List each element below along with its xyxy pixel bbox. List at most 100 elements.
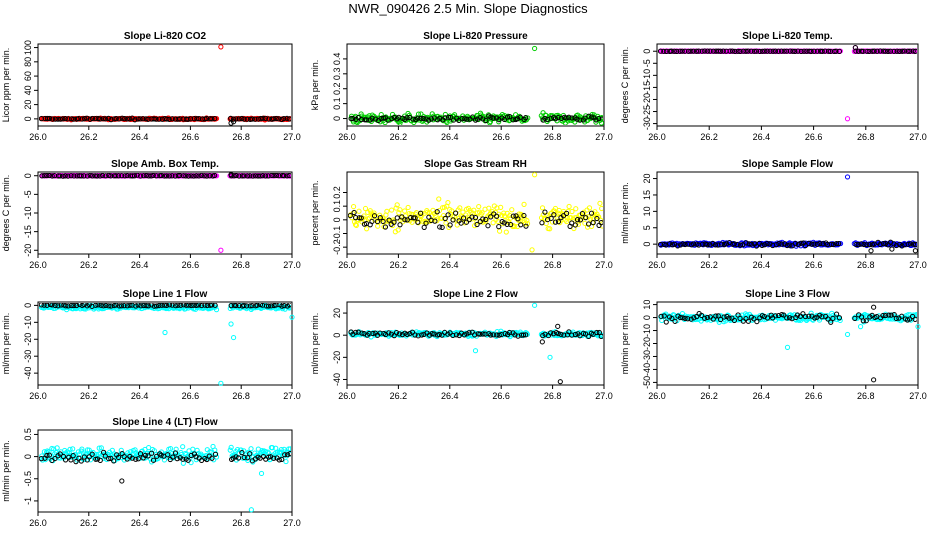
point-subset bbox=[737, 315, 743, 321]
point-all bbox=[278, 446, 284, 453]
point-subset bbox=[474, 116, 481, 122]
panel-6: Slope Sample Flow ml/min per min. 26.0 26.2… bbox=[620, 159, 927, 270]
point-all bbox=[167, 445, 174, 452]
point-subset bbox=[111, 458, 117, 464]
point-all bbox=[367, 208, 373, 214]
point-all bbox=[397, 207, 403, 213]
point-subset bbox=[106, 303, 112, 309]
point-subset bbox=[734, 242, 740, 248]
point-all bbox=[524, 217, 530, 224]
point-subset bbox=[764, 315, 771, 321]
point-all bbox=[180, 444, 186, 450]
x-tick-label: 26.4 bbox=[753, 132, 771, 142]
y-tick-label: -30 bbox=[642, 350, 652, 363]
point-subset bbox=[690, 241, 697, 247]
point-all bbox=[227, 447, 233, 453]
x-tick-label: 26.8 bbox=[544, 260, 562, 270]
point-subset bbox=[674, 48, 680, 54]
point-subset bbox=[490, 332, 496, 338]
point-subset bbox=[211, 173, 218, 179]
point-all bbox=[388, 207, 395, 213]
outlier-point bbox=[230, 119, 237, 125]
point-subset bbox=[579, 211, 585, 217]
point-subset bbox=[787, 48, 793, 54]
point-subset bbox=[49, 303, 55, 308]
x-tick-label: 26.0 bbox=[338, 132, 356, 142]
point-subset bbox=[276, 116, 282, 122]
point-subset bbox=[374, 218, 381, 225]
outlier-point bbox=[539, 339, 545, 345]
point-subset bbox=[707, 242, 713, 248]
point-subset bbox=[507, 113, 513, 120]
outlier-point bbox=[218, 380, 224, 386]
point-subset bbox=[249, 116, 255, 122]
point-subset bbox=[429, 331, 435, 337]
point-subset bbox=[348, 212, 353, 219]
point-all bbox=[375, 223, 381, 229]
x-tick-label: 26.0 bbox=[648, 391, 666, 401]
point-subset bbox=[488, 214, 494, 220]
point-subset bbox=[432, 218, 438, 224]
point-subset bbox=[472, 215, 479, 221]
x-tick-label: 26.6 bbox=[492, 260, 510, 270]
point-subset bbox=[169, 303, 175, 308]
point-all bbox=[54, 445, 60, 451]
x-tick-label: 26.6 bbox=[805, 260, 823, 270]
point-subset bbox=[574, 217, 581, 223]
point-subset bbox=[869, 48, 875, 54]
point-subset bbox=[44, 115, 51, 122]
panel-10: Slope Line 4 (LT) Flow ml/min per min. 26.… bbox=[1, 417, 301, 528]
outlier-point bbox=[472, 348, 479, 354]
point-subset bbox=[907, 241, 913, 247]
point-subset bbox=[183, 173, 189, 179]
point-subset bbox=[86, 454, 92, 460]
point-subset bbox=[212, 451, 219, 457]
point-subset bbox=[552, 116, 559, 122]
outlier-point bbox=[844, 174, 851, 180]
x-tick-label: 26.6 bbox=[182, 260, 200, 270]
y-tick-label: -40 bbox=[23, 367, 33, 380]
point-subset bbox=[273, 173, 280, 179]
outlier-point bbox=[228, 172, 234, 178]
point-subset bbox=[204, 115, 210, 122]
point-subset bbox=[677, 314, 684, 321]
point-subset bbox=[284, 173, 290, 179]
data-points bbox=[348, 110, 603, 125]
y-axis-label: ml/min per min. bbox=[1, 440, 11, 502]
point-subset bbox=[137, 116, 143, 122]
point-subset bbox=[811, 48, 817, 54]
point-subset bbox=[131, 173, 138, 179]
point-subset bbox=[817, 240, 823, 247]
point-subset bbox=[494, 332, 500, 338]
point-subset bbox=[464, 116, 470, 122]
point-subset bbox=[759, 48, 766, 54]
point-subset bbox=[833, 311, 840, 317]
point-subset bbox=[106, 456, 112, 462]
panel-3: Slope Li-820 Temp. degrees C per min. 26.0… bbox=[620, 31, 927, 142]
y-tick-label: 0 bbox=[642, 242, 652, 247]
point-all bbox=[67, 446, 73, 452]
point-all bbox=[445, 199, 451, 206]
x-tick-label: 26.2 bbox=[80, 391, 98, 401]
x-tick-label: 27.0 bbox=[595, 391, 613, 401]
point-subset bbox=[382, 224, 389, 230]
point-subset bbox=[586, 333, 592, 339]
y-tick-label: 10 bbox=[642, 206, 652, 216]
point-subset bbox=[279, 456, 285, 462]
point-subset bbox=[284, 452, 291, 458]
x-tick-label: 26.6 bbox=[182, 391, 200, 401]
outlier-point bbox=[844, 116, 851, 122]
point-subset bbox=[704, 242, 710, 248]
point-subset bbox=[494, 213, 500, 219]
point-subset bbox=[159, 303, 165, 308]
point-subset bbox=[119, 173, 125, 179]
point-subset bbox=[466, 217, 472, 223]
point-subset bbox=[108, 303, 114, 309]
point-subset bbox=[41, 303, 47, 308]
point-subset bbox=[108, 117, 114, 123]
point-subset bbox=[57, 173, 63, 179]
point-subset bbox=[209, 303, 215, 308]
point-subset bbox=[477, 115, 483, 121]
point-subset bbox=[73, 459, 79, 465]
x-tick-label: 26.4 bbox=[131, 518, 149, 528]
